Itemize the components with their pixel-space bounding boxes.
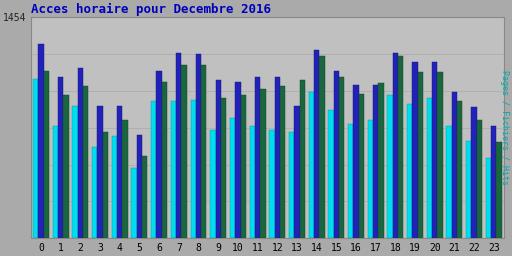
Bar (122, 120, 127, 238)
Bar (289, 132, 294, 238)
Bar (83, 86, 89, 238)
Bar (457, 101, 462, 238)
Bar (235, 82, 241, 238)
Bar (339, 77, 344, 238)
Bar (230, 118, 235, 238)
Bar (466, 141, 472, 238)
Bar (393, 53, 398, 238)
Bar (103, 132, 108, 238)
Bar (412, 62, 418, 238)
Bar (38, 44, 44, 238)
Bar (210, 130, 216, 238)
Bar (348, 124, 353, 238)
Bar (300, 80, 305, 238)
Bar (58, 77, 63, 238)
Bar (280, 86, 285, 238)
Bar (309, 92, 314, 238)
Bar (171, 101, 176, 238)
Bar (151, 101, 157, 238)
Bar (92, 147, 97, 238)
Bar (368, 120, 373, 238)
Bar (190, 100, 196, 238)
Bar (407, 104, 412, 238)
Bar (398, 56, 403, 238)
Bar (53, 126, 58, 238)
Bar (274, 77, 280, 238)
Bar (255, 77, 260, 238)
Bar (497, 142, 502, 238)
Bar (196, 54, 201, 238)
Bar (294, 106, 300, 238)
Bar (486, 158, 491, 238)
Bar (373, 85, 378, 238)
Bar (216, 80, 221, 238)
Bar (452, 92, 457, 238)
Bar (328, 111, 334, 238)
Bar (432, 62, 437, 238)
Bar (472, 108, 477, 238)
Bar (33, 79, 38, 238)
Bar (72, 106, 78, 238)
Bar (241, 95, 246, 238)
Bar (491, 126, 497, 238)
Bar (157, 71, 162, 238)
Bar (418, 72, 423, 238)
Bar (201, 65, 206, 238)
Bar (269, 130, 274, 238)
Bar (162, 82, 167, 238)
Bar (137, 135, 142, 238)
Bar (319, 56, 325, 238)
Text: Acces horaire pour Decembre 2016: Acces horaire pour Decembre 2016 (31, 3, 271, 16)
Bar (221, 98, 226, 238)
Bar (176, 53, 181, 238)
Bar (378, 83, 383, 238)
Bar (112, 136, 117, 238)
Bar (314, 50, 319, 238)
Bar (44, 71, 49, 238)
Bar (142, 156, 147, 238)
Bar (388, 95, 393, 238)
Bar (334, 71, 339, 238)
Bar (117, 106, 122, 238)
Bar (353, 85, 359, 238)
Bar (249, 126, 255, 238)
Bar (78, 68, 83, 238)
Bar (97, 106, 103, 238)
Bar (63, 95, 69, 238)
Bar (427, 98, 432, 238)
Bar (260, 89, 266, 238)
Y-axis label: Pages / Fichiers / Hits: Pages / Fichiers / Hits (500, 70, 509, 185)
Bar (437, 72, 443, 238)
Bar (477, 120, 482, 238)
Bar (359, 94, 364, 238)
Bar (446, 126, 452, 238)
Bar (181, 65, 187, 238)
Bar (132, 168, 137, 238)
